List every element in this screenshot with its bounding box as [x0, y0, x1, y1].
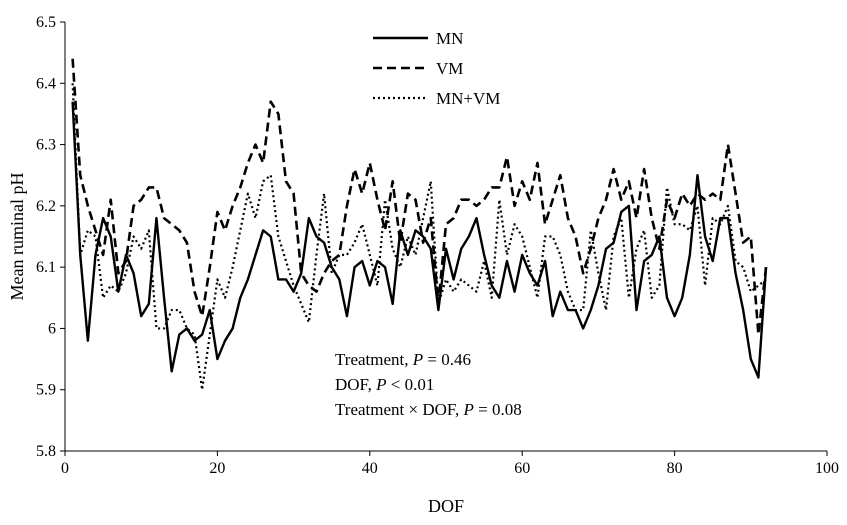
y-tick-label: 5.8: [36, 443, 56, 460]
y-tick-label: 6.1: [36, 259, 56, 276]
x-tick-label: 20: [209, 460, 225, 477]
x-tick-label: 0: [61, 460, 69, 477]
y-tick-label: 5.9: [36, 382, 56, 399]
y-tick-label: 6.5: [36, 14, 56, 31]
axes: [60, 21, 828, 456]
legend-label: VM: [436, 59, 463, 78]
legend-label: MN: [436, 29, 463, 48]
x-axis-title: DOF: [428, 496, 464, 516]
series-line-vm: [71, 58, 768, 336]
x-tick-label: 40: [362, 460, 378, 477]
x-tick-label: 60: [514, 460, 530, 477]
stats-annotation: DOF, P < 0.01: [335, 375, 434, 394]
series-line-mn-vm: [71, 83, 767, 391]
x-tick-label: 80: [667, 460, 683, 477]
stats-annotation: Treatment, P = 0.46: [335, 350, 471, 369]
legend: MN VM MN+VM: [373, 29, 500, 108]
y-tick-label: 6.4: [36, 75, 56, 92]
y-axis-title: Mean ruminal pH: [7, 173, 27, 301]
annotations: Treatment, P = 0.46 DOF, P < 0.01 Treatmen…: [335, 350, 522, 419]
x-tick-label: 100: [815, 460, 839, 477]
y-tick-label: 6.2: [36, 198, 56, 215]
stats-annotation: Treatment × DOF, P = 0.08: [335, 400, 522, 419]
legend-label: MN+VM: [436, 89, 500, 108]
y-tick-label: 6: [48, 320, 56, 337]
series-group: [71, 58, 768, 391]
y-tick-label: 6.3: [36, 137, 56, 154]
tick-labels: 5.8 5.9 6 6.1 6.2 6.3 6.4 6.5 0 20 40 60 80 100: [36, 14, 839, 477]
